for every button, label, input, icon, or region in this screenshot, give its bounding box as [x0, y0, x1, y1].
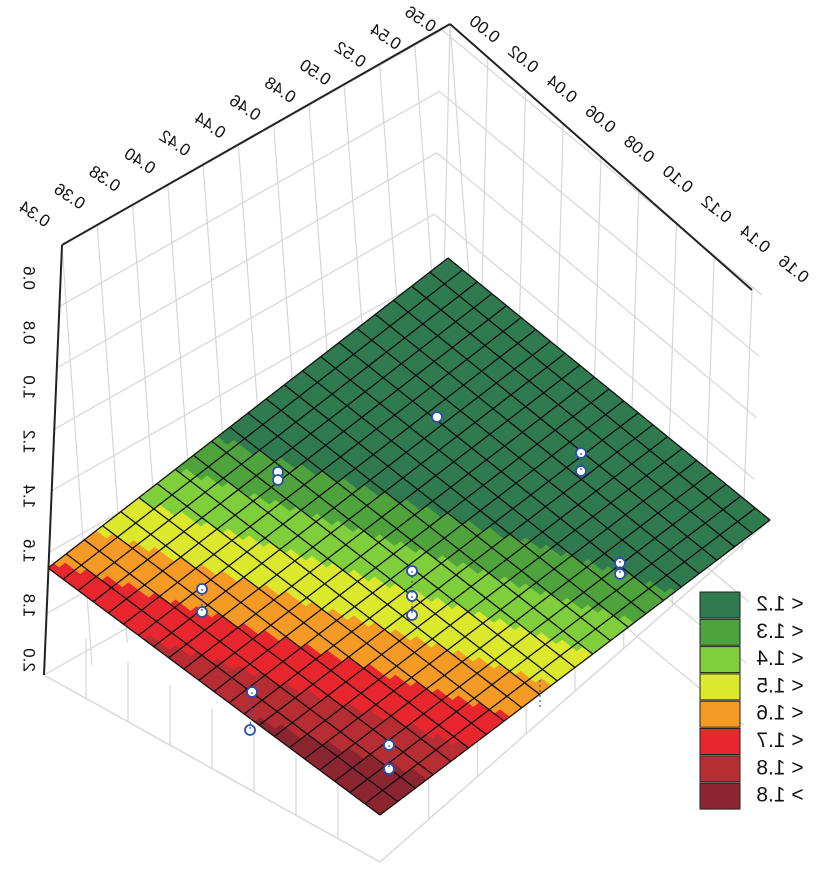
floor-edge	[43, 519, 771, 863]
y-tick-label-text: 0.02	[504, 42, 542, 77]
y-tick-label-text: 0.10	[659, 162, 697, 197]
wall-gridline	[53, 213, 755, 480]
x-tick-label-text: 0.56	[402, 2, 440, 36]
legend-swatch	[699, 673, 741, 701]
y-tick-label-text: 0.08	[620, 132, 658, 167]
z-tick-label: 1.6	[20, 539, 39, 563]
x-tick-label-text: 0.48	[261, 73, 299, 107]
legend-swatch	[699, 728, 741, 755]
x-tick-label-text: 0.50	[296, 55, 334, 89]
y-tick-label: 0.02	[504, 42, 542, 77]
x-tick-label: 0.44	[191, 109, 229, 143]
legend-swatch	[699, 755, 741, 783]
x-tick-label-text: 0.54	[366, 20, 404, 54]
y-tick-label-text: 0.12	[697, 192, 735, 227]
legend-label: < 1.2	[756, 593, 803, 616]
y-tick-label: 0.12	[697, 192, 735, 227]
z-tick-label: 2.0	[20, 648, 39, 672]
z-tick-label: 1.8	[20, 594, 39, 618]
x-tick-label-text: 0.46	[226, 91, 264, 125]
x-tick-label-text: 0.42	[156, 126, 194, 160]
y-tick-label-text: 0.14	[736, 222, 774, 257]
y-tick-label: 0.10	[659, 162, 697, 197]
x-tick-label-text: 0.52	[331, 38, 369, 72]
y-axis-line	[449, 23, 753, 291]
legend-label: < 1.4	[756, 647, 804, 670]
legend-swatch	[699, 700, 741, 728]
x-tick-label-text: 0.40	[121, 144, 159, 178]
legend-item: < 1.2	[756, 593, 803, 616]
x-tick-label: 0.46	[226, 91, 264, 125]
z-tick-label-text: 1.6	[20, 539, 39, 563]
y-tick-label-text: 0.06	[582, 102, 620, 137]
wall-gridline	[56, 152, 758, 419]
legend-label: < 1.7	[756, 729, 803, 752]
legend-swatch	[699, 646, 741, 674]
response-surface	[47, 257, 771, 816]
x-tick-label: 0.56	[402, 2, 440, 36]
x-tick-label: 0.50	[296, 55, 334, 89]
legend-item: < 1.6	[756, 702, 803, 725]
x-tick-label-text: 0.36	[51, 179, 89, 213]
z-tick-label-text: 1.4	[20, 484, 39, 508]
legend-item: < 1.4	[756, 647, 804, 670]
z-tick-label: 1.4	[20, 484, 39, 508]
z-tick-label-text: 1.8	[20, 594, 39, 618]
x-tick-label: 0.36	[51, 179, 89, 213]
z-tick-label: 0.8	[20, 321, 39, 345]
legend-label: < 1.6	[756, 702, 803, 725]
z-tick-label-text: 0.8	[20, 321, 39, 345]
x-tick-label-text: 0.38	[86, 162, 124, 196]
x-tick-label: 0.42	[156, 126, 194, 160]
y-tick-label: 0.08	[620, 132, 658, 167]
legend-label: < 1.8	[756, 756, 803, 779]
y-tick-label-text: 0.16	[775, 252, 813, 287]
x-tick-label: 0.34	[16, 197, 54, 231]
legend-swatch	[699, 618, 741, 646]
z-tick-label: 0.6	[20, 266, 39, 290]
x-tick-label: 0.52	[331, 38, 369, 72]
x-axis-line	[61, 23, 451, 246]
legend-item: < 1.5	[756, 674, 803, 697]
legend-swatch	[699, 782, 741, 810]
legend-item: < 1.3	[756, 620, 803, 643]
y-tick-label-text: 0.04	[543, 72, 581, 107]
legend-label: > 1.8	[756, 784, 803, 807]
x-tick-label: 0.54	[366, 20, 404, 54]
z-tick-label-text: 2.0	[20, 648, 39, 672]
z-tick-label-text: 1.0	[20, 375, 39, 399]
x-tick-label-text: 0.34	[16, 197, 54, 231]
x-tick-label: 0.40	[121, 144, 159, 178]
x-tick-label: 0.38	[86, 162, 124, 196]
z-tick-label: 1.2	[20, 430, 39, 454]
wall-gridline	[59, 90, 760, 357]
observed-point	[272, 474, 284, 486]
z-tick-label: 1.0	[20, 375, 39, 399]
y-tick-label: 0.16	[775, 252, 813, 287]
x-tick-label: 0.48	[261, 73, 299, 107]
y-tick-label: 0.04	[543, 72, 581, 107]
z-tick-label-text: 1.2	[20, 430, 39, 454]
legend-item: < 1.8	[756, 756, 803, 779]
z-tick-label-text: 0.6	[20, 266, 39, 290]
legend-swatch	[699, 591, 741, 619]
y-tick-label: 0.06	[582, 102, 620, 137]
legend-label: < 1.5	[756, 674, 803, 697]
x-tick-label-text: 0.44	[191, 109, 229, 143]
wall-gridline	[61, 29, 763, 296]
legend-item: < 1.7	[756, 729, 803, 752]
observed-point	[431, 411, 443, 423]
legend: < 1.2 < 1.3 < 1.4 < 1.5 < 1.6 < 1.7 < 1.8 > 1.8	[699, 591, 804, 810]
y-tick-label: 0.14	[736, 222, 774, 257]
legend-label: < 1.3	[756, 620, 803, 643]
legend-item: > 1.8	[756, 784, 803, 807]
